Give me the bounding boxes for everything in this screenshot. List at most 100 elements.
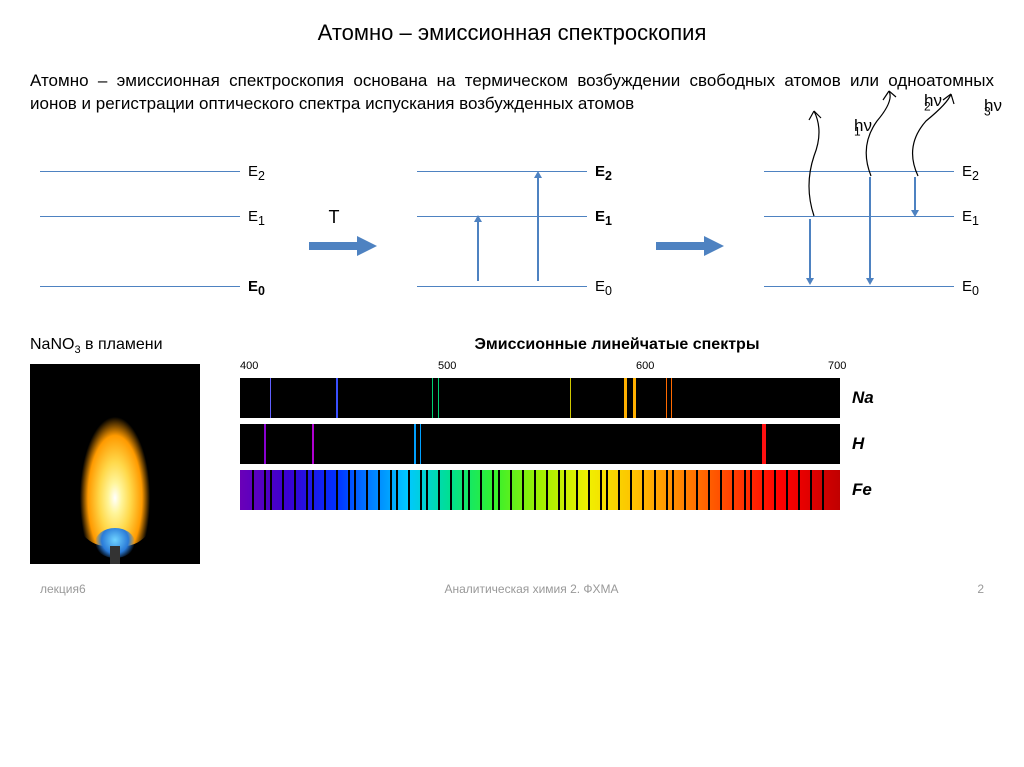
absorption-line	[744, 470, 746, 510]
absorption-line	[420, 470, 422, 510]
label-e1: E1	[248, 208, 265, 228]
spectrum-scale: 400 500 600 700	[240, 360, 840, 376]
absorption-line	[438, 470, 440, 510]
absorption-line	[774, 470, 776, 510]
spectral-line	[666, 378, 667, 418]
absorption-line	[378, 470, 380, 510]
spectrum-H	[240, 424, 840, 464]
tick-600: 600	[636, 360, 654, 372]
absorption-line	[426, 470, 428, 510]
energy-level-diagram: hν1 hν2 hν3 E2 E1 E0 Т E2 E1 E0 E	[40, 126, 984, 316]
absorption-line	[390, 470, 392, 510]
panel-emission: E2 E1 E0	[764, 171, 984, 311]
absorption-line	[366, 470, 368, 510]
absorption-line	[654, 470, 656, 510]
hv3-label: hν3	[984, 96, 991, 118]
spectral-line	[270, 378, 271, 418]
spectral-line	[762, 424, 766, 464]
absorption-line	[666, 470, 668, 510]
spectral-line	[438, 378, 439, 418]
absorption-line	[558, 470, 560, 510]
absorption-line	[720, 470, 722, 510]
absorption-line	[510, 470, 512, 510]
absorption-line	[576, 470, 578, 510]
flame-caption: NaNO3 в пламени	[30, 336, 210, 356]
absorption-line	[498, 470, 500, 510]
lower-section: NaNO3 в пламени Эмиссионные линейчатые с…	[30, 336, 994, 564]
absorption-line	[588, 470, 590, 510]
absorption-line	[480, 470, 482, 510]
tick-500: 500	[438, 360, 456, 372]
absorption-line	[396, 470, 398, 510]
absorption-line	[264, 470, 266, 510]
flame-image	[30, 364, 200, 564]
absorption-line	[822, 470, 824, 510]
label-e2: E2	[595, 163, 612, 183]
absorption-line	[642, 470, 644, 510]
page-title: Атомно – эмиссионная спектроскопия	[30, 20, 994, 46]
spectral-line	[420, 424, 421, 464]
spectrum-row-H: H	[240, 424, 994, 464]
up-arrow-e2	[537, 177, 539, 281]
spectra-block: Эмиссионные линейчатые спектры 400 500 6…	[240, 336, 994, 564]
label-e1: E1	[962, 208, 979, 228]
absorption-line	[708, 470, 710, 510]
absorption-line	[630, 470, 632, 510]
absorption-line	[324, 470, 326, 510]
absorption-line	[684, 470, 686, 510]
absorption-line	[336, 470, 338, 510]
element-label-Fe: Fe	[852, 480, 872, 500]
absorption-line	[408, 470, 410, 510]
absorption-line	[522, 470, 524, 510]
label-e0: E0	[248, 278, 265, 298]
spectral-line	[624, 378, 627, 418]
level-e1	[764, 216, 954, 217]
spectral-line	[432, 378, 433, 418]
absorption-line	[546, 470, 548, 510]
level-e2	[764, 171, 954, 172]
down-arrow-1	[809, 219, 811, 279]
absorption-line	[270, 470, 272, 510]
spectral-line	[671, 378, 672, 418]
absorption-line	[672, 470, 674, 510]
absorption-line	[312, 470, 314, 510]
spectral-line	[264, 424, 266, 464]
label-e0: E0	[595, 278, 612, 298]
level-e1	[40, 216, 240, 217]
element-label-H: H	[852, 434, 864, 454]
label-e2: E2	[962, 163, 979, 183]
label-e1: E1	[595, 208, 612, 228]
down-arrow-3	[914, 177, 916, 211]
photon-wave-1	[799, 106, 849, 221]
spectra-title: Эмиссионные линейчатые спектры	[240, 336, 994, 354]
absorption-line	[600, 470, 602, 510]
footer: лекция6 Аналитическая химия 2. ФХМА 2	[30, 582, 994, 596]
absorption-line	[786, 470, 788, 510]
tick-700: 700	[828, 360, 846, 372]
absorption-line	[354, 470, 356, 510]
level-e0	[40, 286, 240, 287]
flame-block: NaNO3 в пламени	[30, 336, 210, 564]
absorption-line	[348, 470, 350, 510]
absorption-line	[732, 470, 734, 510]
spectral-line	[633, 378, 636, 418]
label-e2: E2	[248, 163, 265, 183]
spectral-line	[312, 424, 314, 464]
absorption-line	[282, 470, 284, 510]
absorption-line	[564, 470, 566, 510]
label-e0: E0	[962, 278, 979, 298]
spectrum-Fe	[240, 470, 840, 510]
spectral-line	[336, 378, 338, 418]
absorption-line	[450, 470, 452, 510]
absorption-line	[798, 470, 800, 510]
level-e0	[764, 286, 954, 287]
panel-excited: E2 E1 E0	[417, 171, 617, 311]
spectrum-row-Na: Na	[240, 378, 994, 418]
arrow-emission	[656, 239, 726, 253]
absorption-line	[606, 470, 608, 510]
spectrum-row-Fe: Fe	[240, 470, 994, 510]
absorption-line	[306, 470, 308, 510]
footer-right: 2	[977, 582, 984, 596]
tick-400: 400	[240, 360, 258, 372]
spectral-line	[414, 424, 416, 464]
